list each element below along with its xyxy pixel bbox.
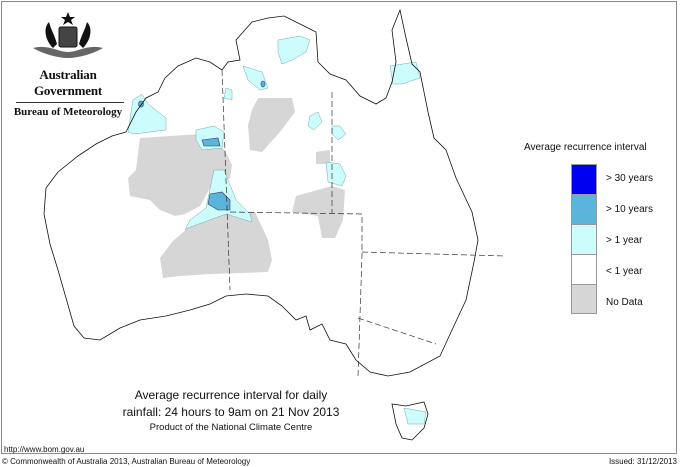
legend-label: < 1 year	[606, 266, 643, 277]
copyright: © Commonwealth of Australia 2013, Austra…	[2, 457, 251, 466]
legend-label: > 1 year	[606, 235, 643, 246]
legend-label: > 10 years	[606, 204, 653, 215]
legend-swatch-30-years	[571, 164, 597, 194]
issued-date: Issued: 31/12/2013	[608, 457, 677, 466]
agency-name: Bureau of Meteorology	[13, 106, 123, 118]
logo: Australian Government Bureau of Meteorol…	[8, 10, 128, 118]
map-title-line2: rainfall: 24 hours to 9am on 21 Nov 2013	[122, 405, 340, 419]
legend-swatch-10-years	[571, 194, 597, 224]
map-title-line1: Average recurrence interval for daily	[134, 388, 328, 402]
coat-of-arms-icon	[33, 12, 103, 58]
state-borders	[221, 69, 507, 377]
no-data-regions	[128, 98, 345, 278]
website-link[interactable]: http://www.bom.gov.au	[4, 445, 85, 454]
above-10-years-regions	[138, 80, 266, 211]
coastline	[43, 8, 479, 377]
legend-swatches	[571, 164, 597, 314]
legend-label: > 30 years	[606, 173, 653, 184]
divider	[16, 102, 124, 103]
legend-swatch-no-data	[571, 284, 597, 314]
map-subtitle: Product of the National Climate Centre	[149, 422, 313, 433]
legend-label: No Data	[606, 297, 643, 308]
legend-title: Average recurrence interval	[524, 142, 647, 153]
above-1-year-regions	[127, 35, 427, 425]
tasmania-coastline	[391, 401, 429, 441]
government-name: Australian Government	[33, 67, 103, 98]
legend-swatch-1-year	[571, 224, 597, 254]
legend-swatch-under-1-year	[571, 254, 597, 284]
